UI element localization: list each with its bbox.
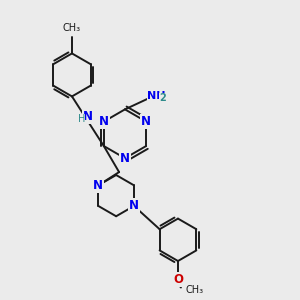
Text: O: O (173, 273, 183, 286)
Text: N: N (120, 152, 130, 165)
Text: N: N (83, 110, 93, 123)
Text: N: N (93, 179, 103, 192)
Text: CH₃: CH₃ (185, 285, 203, 296)
Text: 2: 2 (159, 94, 166, 103)
Text: NH: NH (147, 91, 166, 101)
Text: N: N (99, 115, 109, 128)
Text: N: N (129, 200, 139, 212)
Text: H: H (77, 114, 85, 124)
Text: N: N (141, 115, 151, 128)
Text: CH₃: CH₃ (63, 23, 81, 33)
